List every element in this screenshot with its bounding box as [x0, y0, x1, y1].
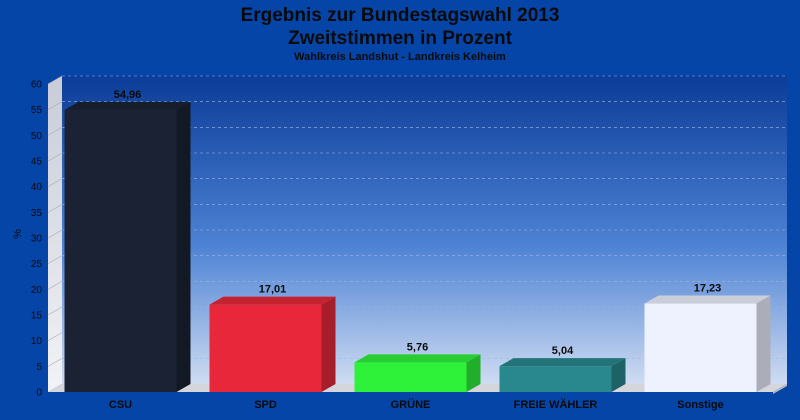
- bar-front: [64, 109, 177, 392]
- bar-csu: 54,96: [64, 89, 191, 392]
- gridline-side: [47, 152, 63, 162]
- y-tick-label: 15: [31, 311, 43, 322]
- bar-value-label: 5,76: [407, 341, 428, 353]
- y-tick-label: 25: [31, 259, 43, 270]
- x-tick-label: CSU: [109, 399, 132, 411]
- chart-title-line1: Ergebnis zur Bundestagswahl 2013: [240, 5, 560, 26]
- x-tick-label: FREIE WÄHLER: [514, 398, 598, 411]
- gridline-side: [47, 332, 63, 341]
- y-tick-label: 5: [36, 362, 42, 373]
- chart-titles: Ergebnis zur Bundestagswahl 2013 Zweitst…: [0, 4, 800, 63]
- bar-top: [499, 358, 626, 367]
- bar-grüne: 5,76: [354, 341, 481, 392]
- bar-sonstige: 17,23: [644, 283, 771, 392]
- plot-floor-edge: [773, 384, 787, 394]
- gridline-side: [47, 178, 63, 187]
- x-tick-label: Sonstige: [677, 399, 723, 411]
- bar-side: [756, 295, 771, 392]
- y-tick-label: 40: [31, 182, 43, 193]
- y-tick-label: 50: [31, 131, 43, 142]
- y-tick-label: 60: [31, 80, 43, 91]
- bar-side: [466, 354, 481, 392]
- y-tick-label: 35: [31, 208, 43, 219]
- chart-title-line2: Zweitstimmen in Prozent: [288, 28, 512, 49]
- bar-front: [499, 366, 612, 392]
- gridline-side: [47, 229, 63, 239]
- bar-top: [354, 354, 481, 363]
- x-axis: CSU SPD GRÜNE FREIE WÄHLER Sonstige: [109, 398, 724, 411]
- bar-series: 54,96 17,01 5,76 5,04 17,23: [64, 89, 771, 392]
- bar-top: [64, 101, 191, 110]
- bar-top: [209, 296, 336, 305]
- bar-value-label: 54,96: [114, 89, 142, 101]
- y-tick-label: 55: [31, 105, 43, 116]
- gridline-side: [47, 281, 63, 290]
- x-tick-label: SPD: [254, 399, 277, 411]
- bar-spd: 17,01: [209, 284, 336, 392]
- y-tick-label: 20: [31, 285, 43, 296]
- chart-subtitle: Wahlkreis Landshut - Landkreis Kelheim: [294, 51, 506, 63]
- bar-front: [209, 304, 322, 392]
- gridline-side: [47, 75, 63, 85]
- y-axis: 0 5 10 15 20 25 30 35 40 45 50 55 60: [31, 80, 43, 399]
- y-axis-label: %: [12, 229, 24, 239]
- bar-value-label: 17,01: [259, 284, 287, 296]
- y-tick-label: 0: [36, 388, 42, 399]
- y-tick-label: 10: [31, 336, 43, 347]
- bar-side: [321, 296, 336, 392]
- bar-freie-wähler: 5,04: [499, 345, 626, 392]
- x-tick-label: GRÜNE: [391, 398, 431, 411]
- bar-top: [644, 295, 771, 304]
- gridline-side: [47, 358, 63, 367]
- gridline-side: [47, 306, 63, 316]
- gridline-side: [47, 127, 63, 136]
- bar-value-label: 17,23: [694, 283, 722, 295]
- gridline-side: [47, 204, 63, 213]
- bar-value-label: 5,04: [552, 345, 574, 357]
- bar-front: [354, 362, 467, 392]
- bar-side: [176, 101, 191, 392]
- y-tick-label: 45: [31, 157, 43, 168]
- bar-front: [644, 303, 757, 392]
- y-tick-label: 30: [31, 234, 43, 245]
- bar-side: [611, 358, 626, 392]
- gridline-side: [47, 101, 63, 110]
- gridline-side: [47, 255, 63, 264]
